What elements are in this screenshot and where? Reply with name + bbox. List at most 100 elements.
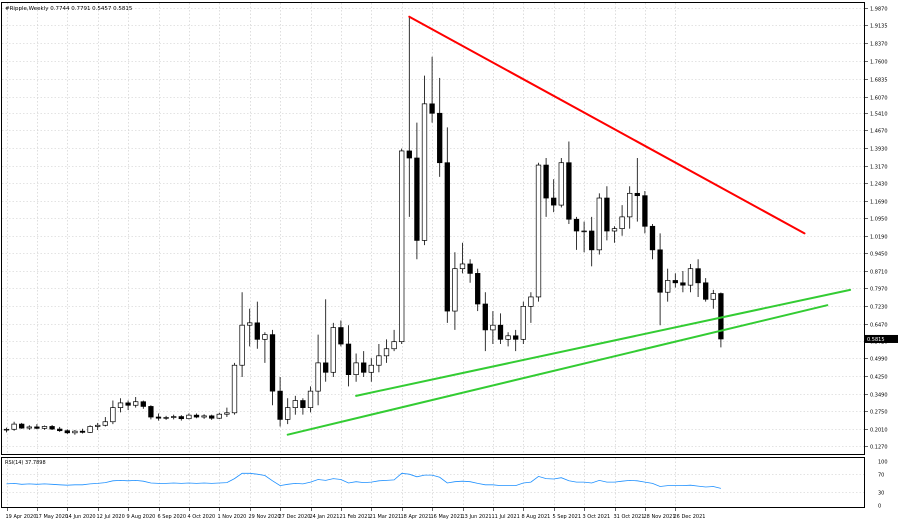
candle-up (505, 335, 511, 340)
price-tick-label: 1.8370 (870, 41, 888, 47)
candle-up (596, 197, 602, 251)
candle-up (376, 355, 382, 366)
candle-up (528, 296, 534, 307)
candle-down (155, 416, 162, 419)
candle-up (383, 348, 390, 357)
candle-down (300, 400, 306, 408)
price-tick-label: 0.1270 (870, 444, 888, 450)
candle-up (292, 400, 298, 408)
price-tick-label: 0.2750 (870, 409, 888, 415)
candle-up (26, 426, 32, 429)
candle-up (399, 150, 405, 343)
candle-down (649, 225, 656, 251)
candle-down (361, 362, 367, 373)
price-tick-label: 1.7600 (870, 59, 888, 65)
price-tick-label: 0.8710 (870, 269, 888, 275)
time-label: 21 Mar 2021 (370, 514, 402, 520)
candle-up (163, 417, 169, 419)
rsi-tick-label: 100 (878, 459, 888, 465)
candle-up (133, 401, 139, 406)
time-label: 6 Sep 2020 (158, 514, 187, 520)
candle-down (57, 428, 63, 432)
candle-up (619, 216, 625, 229)
candle-down (475, 273, 481, 305)
candle-down (254, 322, 260, 340)
candle-up (110, 407, 116, 423)
price-tick-label: 0.6470 (870, 322, 888, 328)
candle-down (49, 426, 55, 430)
candle-up (224, 412, 230, 415)
candle-up (186, 414, 192, 420)
price-tick-label: 0.4990 (870, 356, 888, 362)
time-label: 4 Oct 2020 (188, 514, 216, 520)
candle-up (535, 164, 542, 298)
candle-down (513, 335, 519, 340)
candle-up (710, 293, 716, 300)
time-label: 9 Aug 2020 (127, 514, 156, 520)
candle-up (11, 423, 17, 430)
rsi-label: RSI(14) 37.7898 (5, 460, 46, 466)
candle-up (611, 228, 618, 232)
candle-up (520, 306, 526, 340)
time-label: 5 Sep 2021 (553, 514, 582, 520)
price-tick-label: 1.4670 (870, 128, 888, 134)
candle-down (695, 268, 701, 284)
price-tick-label: 1.3170 (870, 164, 888, 170)
current-price-label: 0.5815 (867, 337, 885, 343)
candle-up (627, 192, 633, 218)
candle-down (79, 430, 86, 433)
price-tick-label: 1.5410 (870, 111, 888, 117)
candle-up (87, 426, 93, 433)
price-tick-label: 1.9870 (870, 6, 888, 12)
candle-down (338, 327, 344, 345)
candle-down (672, 280, 678, 284)
candle-down (604, 197, 610, 232)
price-tick-label: 0.7230 (870, 304, 888, 310)
price-tick-label: 1.6835 (870, 77, 888, 83)
candle-up (201, 415, 207, 418)
time-label: 16 May 2021 (431, 514, 464, 520)
time-label: 29 Nov 2020 (249, 514, 281, 520)
candle-up (231, 364, 238, 414)
candle-up (307, 390, 314, 408)
candle-up (117, 402, 124, 408)
time-label: 1 Nov 2020 (218, 514, 247, 520)
time-label: 11 Jul 2021 (492, 514, 520, 520)
time-label: 18 Apr 2021 (401, 514, 432, 520)
candle-down (277, 390, 283, 420)
price-tick-label: 1.6070 (870, 95, 888, 101)
candle-down (140, 401, 146, 407)
rsi-indicator: 100 70 30 0 (2, 459, 888, 509)
candle-down (467, 263, 473, 274)
candle-down (414, 157, 420, 241)
candle-down (323, 362, 329, 373)
candle-up (171, 416, 177, 418)
time-label: 24 Jan 2021 (310, 514, 340, 520)
candle-down (642, 195, 648, 227)
price-tick-label: 1.2430 (870, 181, 888, 187)
chart-title: #Ripple,Weekly 0.7744 0.7791 0.5457 0.58… (5, 6, 133, 12)
candle-up (452, 268, 458, 312)
time-label: 21 Feb 2021 (340, 514, 371, 520)
candle-down (193, 414, 200, 418)
candle-down (680, 282, 686, 286)
candle-up (3, 428, 10, 431)
price-tick-label: 0.3490 (870, 392, 888, 398)
candle-up (315, 362, 321, 392)
rsi-tick-label: 0 (878, 503, 881, 509)
current-price-tag (864, 334, 898, 343)
candle-down (482, 303, 488, 331)
candle-up (391, 341, 397, 350)
candle-down (19, 423, 25, 429)
candle-up (558, 162, 564, 206)
candle-down (429, 103, 435, 114)
candle-up (368, 364, 374, 373)
time-label: 26 Dec 2021 (674, 514, 706, 520)
candle-up (102, 421, 108, 426)
candle-down (125, 402, 131, 406)
price-tick-label: 0.2010 (870, 427, 888, 433)
candle-down (566, 162, 572, 220)
price-tick-label: 1.1690 (870, 199, 888, 205)
